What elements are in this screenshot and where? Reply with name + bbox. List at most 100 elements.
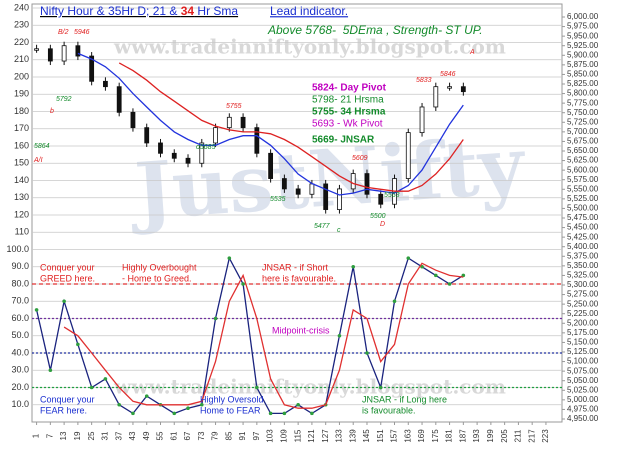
y-tick-label: 100.0 [6,244,29,254]
plot-layer [32,41,562,416]
oscillator-point [227,256,232,260]
x-tick-label: 43 [128,431,137,440]
x-tick-label: 187 [458,429,467,443]
watermark: www.tradeinniftyonly.blogspot.com [113,375,506,399]
price-label: 5535 [270,196,286,203]
y2-tick-label: 5,825.00 [567,79,599,88]
y2-tick-label: 5,550.00 [567,184,599,193]
y-tick-label: 210 [14,54,29,64]
oscillator-point [213,316,218,321]
price-label: 5500 [370,213,386,220]
x-tick-label: 151 [376,429,385,443]
x-tick-label: 1 [32,433,41,438]
annotation: 5755- 34 Hrsma [312,107,386,118]
x-tick-label: 175 [431,429,440,443]
oscillator-point [406,256,411,260]
x-tick-label: 139 [348,429,357,443]
y2-tick-label: 5,300.00 [567,280,599,289]
annotation: 5669- JNSAR [312,135,375,146]
candle [460,86,466,93]
x-tick-label: 127 [321,429,330,443]
candle [433,86,439,108]
y2-tick-label: 5,075.00 [567,366,599,375]
oscillator-point [186,406,190,411]
y2-tick-label: 5,175.00 [567,328,599,337]
oscillator-point [365,351,369,355]
x-tick-label: 199 [486,429,495,443]
oscillator-point [447,282,452,286]
candle [295,188,301,195]
y-tick-label: 240 [14,2,29,12]
price-label: 5477 [314,223,331,230]
y-tick-label: 190 [14,89,29,99]
candle [405,132,411,179]
price-label: B/2 [58,29,69,36]
x-tick-label: 169 [417,429,426,443]
y2-tick-label: 5,450.00 [567,223,599,232]
x-tick-label: 79 [211,431,220,440]
chart-title: Nifty Hour & 35Hr D; 21 & 34 Hr Sma [40,4,238,18]
y2-tick-label: 5,000.00 [567,395,599,404]
y-tick-label: 10.0 [11,399,29,409]
subtitle: Lead indicator. [270,4,348,18]
x-tick-label: 103 [266,429,275,443]
annotation: is favourable. [362,405,416,415]
oscillator-point [62,299,66,304]
y-tick-label: 20.0 [11,382,29,392]
x-tick-label: 217 [527,429,536,443]
x-tick-label: 19 [73,431,82,440]
annotation: Midpoint-crisis [272,325,330,335]
y2-tick-label: 5,050.00 [567,376,599,385]
y2-tick-label: 5,225.00 [567,309,599,318]
y2-tick-label: 5,575.00 [567,175,599,184]
price-label: c [337,227,341,234]
headline: Above 5768- 5DEma , Strength- ST UP. [267,23,483,37]
candle [103,80,108,88]
y2-tick-label: 5,475.00 [567,213,599,222]
price-label: A [469,49,475,56]
price-label: o5685 [196,144,216,151]
oscillator-point [392,299,397,304]
candle [185,157,191,164]
y2-tick-label: 5,800.00 [567,89,599,98]
series-line [63,262,464,409]
y-tick-label: 140 [14,175,29,185]
y2-tick-label: 5,950.00 [567,31,599,40]
oscillator-point [337,333,342,338]
candle [171,152,177,159]
x-tick-label: 223 [541,429,550,443]
oscillator-point [310,411,314,416]
y2-tick-label: 5,650.00 [567,146,599,155]
price-label: 5553 [384,192,400,199]
candle [89,55,95,82]
candle [47,48,53,62]
candle [337,188,342,210]
candle [350,173,356,190]
x-tick-label: 31 [101,431,110,440]
x-tick-label: 73 [197,431,206,440]
y-tick-label: 30.0 [11,365,29,375]
title-part: 34 [181,4,195,18]
x-tick-label: 61 [169,431,178,440]
price-label: 5609 [352,155,368,162]
price-label: 5946 [74,29,90,36]
candle [130,111,136,129]
annotation: here is favourable. [262,273,336,283]
x-tick-label: 205 [500,429,509,443]
y2-tick-label: 5,325.00 [567,271,599,280]
annotation: JNSAR - if Short [262,262,329,272]
annotation: Highly Overbought [122,262,197,272]
price-label: b [50,108,54,115]
y2-tick-label: 5,675.00 [567,137,599,146]
y-tick-label: 170 [14,123,29,133]
price-label: 5846 [440,71,456,78]
candle [213,127,218,144]
y2-tick-label: 5,700.00 [567,127,599,136]
annotation: Conquer your [40,262,95,272]
y-tick-label: 70.0 [11,296,29,306]
candle [254,127,260,154]
candle [378,193,384,205]
candle [447,86,452,89]
y2-tick-label: 5,625.00 [567,156,599,165]
